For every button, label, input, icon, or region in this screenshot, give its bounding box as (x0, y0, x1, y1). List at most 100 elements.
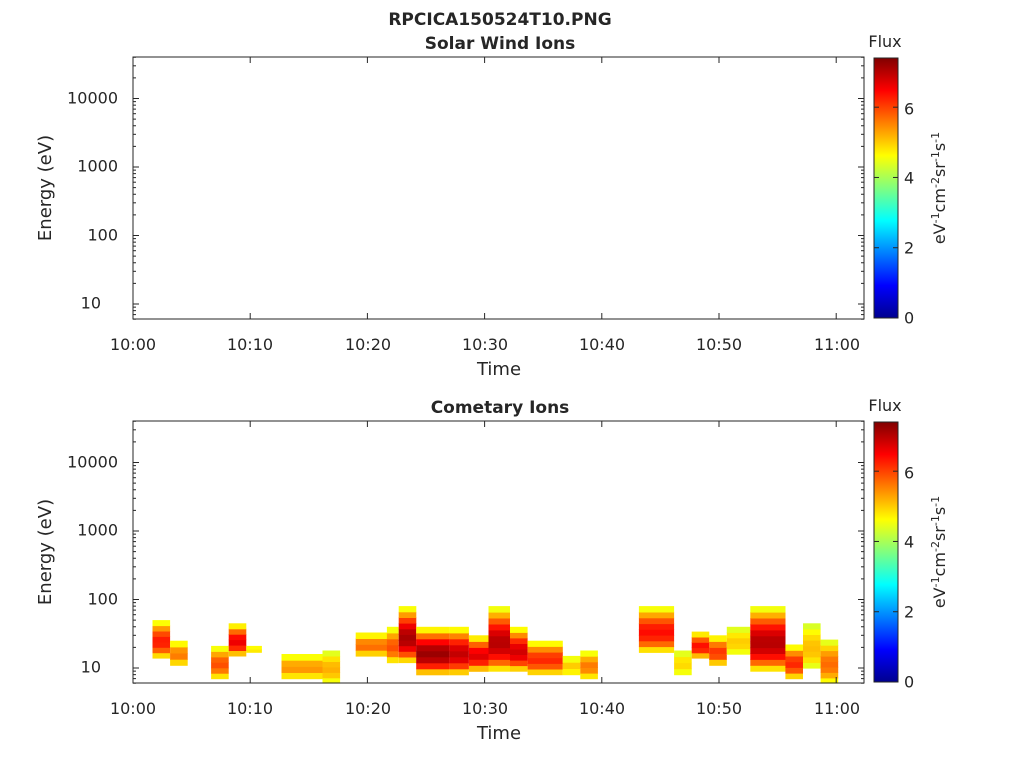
x-axis-label: Time (476, 359, 521, 380)
flux-cell (803, 662, 821, 669)
flux-cell (469, 641, 489, 648)
flux-cell (527, 669, 563, 676)
flux-cell (386, 626, 399, 634)
colorbar-unit-label: eV-1cm-2sr-1s-1 (929, 132, 949, 244)
flux-cell (580, 661, 598, 668)
flux-cell (398, 617, 417, 624)
flux-cell (750, 623, 786, 631)
flux-cell (416, 626, 450, 634)
x-tick-label-1040: 10:40 (579, 335, 625, 354)
flux-cell (785, 661, 803, 668)
flux-cell (488, 653, 510, 660)
panel-solar-wind-ions: Solar Wind Ions 10 100 1000 10000 10:00 … (35, 32, 949, 380)
flux-cell (510, 637, 528, 644)
flux-cell (469, 635, 489, 642)
flux-cell (449, 644, 469, 652)
flux-cell (398, 623, 417, 630)
x-tick-label-1050: 10:50 (696, 699, 742, 718)
flux-cell (709, 659, 727, 666)
flux-cell (691, 642, 710, 649)
flux-cell (416, 644, 450, 652)
figure-title: RPCICA150524T10.PNG (388, 10, 611, 30)
flux-cell (488, 623, 510, 631)
flux-cell (322, 661, 341, 668)
flux-cell (170, 640, 188, 648)
flux-cell (638, 611, 675, 619)
flux-cell (469, 665, 489, 672)
flux-cell (726, 643, 751, 650)
flux-cell (211, 667, 229, 674)
flux-cell (416, 638, 450, 646)
x-tick-label-1020: 10:20 (345, 699, 391, 718)
flux-cell (469, 659, 489, 666)
flux-cell (281, 660, 323, 667)
flux-cell (211, 651, 229, 658)
flux-cell (750, 641, 786, 649)
flux-cell (820, 672, 839, 679)
flux-cell (355, 632, 387, 639)
flux-cell (510, 660, 528, 667)
panel-title-cometary: Cometary Ions (431, 398, 570, 418)
flux-cell (398, 640, 417, 647)
flux-cell (510, 648, 528, 655)
x-tick-label-1000: 10:00 (110, 699, 156, 718)
flux-cell (803, 628, 821, 635)
flux-cell (386, 638, 399, 646)
flux-cell (211, 662, 229, 669)
flux-cell (152, 636, 171, 643)
x-axis-label: Time (476, 723, 521, 744)
flux-cell (691, 636, 710, 643)
flux-cell (709, 641, 727, 648)
flux-cell (785, 655, 803, 663)
y-tick-label-100: 100 (87, 590, 118, 609)
flux-cell (510, 654, 528, 661)
flux-cell (726, 648, 751, 655)
flux-cell (449, 656, 469, 664)
flux-cell (820, 661, 839, 668)
colorbar-label: Flux (868, 32, 901, 51)
flux-cell (211, 656, 229, 663)
x-tick-label-1030: 10:30 (462, 699, 508, 718)
flux-cell (674, 668, 692, 676)
flux-cell (322, 672, 341, 679)
flux-cell (750, 659, 786, 666)
flux-cell (785, 650, 803, 657)
x-tick-label-1100: 11:00 (814, 699, 860, 718)
flux-cell (580, 656, 598, 663)
flux-cell (488, 641, 510, 649)
flux-cell (785, 667, 803, 674)
flux-cell (750, 635, 786, 643)
flux-cell (709, 635, 727, 642)
flux-cell (398, 656, 417, 664)
flux-cell (386, 656, 399, 664)
flux-cell (750, 665, 786, 672)
flux-cell (674, 662, 692, 670)
flux-cell (398, 645, 417, 652)
flux-cell (820, 639, 839, 646)
x-tick-label-1050: 10:50 (696, 335, 742, 354)
panel-cometary-ions: Cometary Ions 10 100 1000 10000 10:00 10… (35, 396, 949, 744)
flux-cell (152, 630, 171, 637)
flux-cell (416, 650, 450, 658)
flux-cell (510, 626, 528, 633)
flux-cell (820, 650, 839, 657)
flux-cell (750, 629, 786, 637)
flux-cell (488, 612, 510, 619)
flux-cell (152, 625, 171, 632)
colorbar-tick-4: 4 (904, 169, 914, 188)
flux-cell (322, 666, 341, 673)
flux-cell (228, 623, 247, 630)
flux-cell (726, 637, 751, 644)
flux-cell (527, 652, 563, 659)
flux-cell (750, 647, 786, 654)
flux-cell (691, 652, 710, 659)
x-tick-label-1100: 11:00 (814, 335, 860, 354)
flux-cell (386, 632, 399, 640)
flux-cell (580, 667, 598, 674)
flux-cell (281, 654, 323, 661)
flux-cell (228, 628, 247, 635)
flux-cell (398, 606, 417, 613)
flux-cell (170, 653, 188, 660)
plot-cells-cometary (152, 606, 839, 684)
flux-cell (488, 659, 510, 666)
